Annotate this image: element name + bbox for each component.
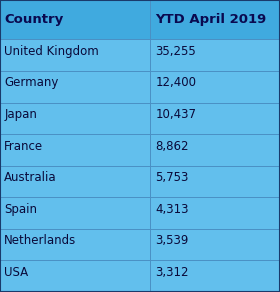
Text: 3,539: 3,539 [155,234,189,247]
Text: Country: Country [4,13,64,26]
Bar [0,197,280,229]
Text: 10,437: 10,437 [155,108,196,121]
Bar [0,260,280,292]
Text: United Kingdom: United Kingdom [4,45,99,58]
Text: YTD April 2019: YTD April 2019 [155,13,267,26]
Text: Spain: Spain [4,203,37,216]
Text: 8,862: 8,862 [155,140,189,153]
Text: France: France [4,140,43,153]
Text: USA: USA [4,266,28,279]
Text: 4,313: 4,313 [155,203,189,216]
Bar [0,102,280,134]
Text: Netherlands: Netherlands [4,234,76,247]
Text: 35,255: 35,255 [155,45,196,58]
Bar [0,39,280,71]
Bar [0,0,280,39]
Text: 3,312: 3,312 [155,266,189,279]
Text: Germany: Germany [4,77,59,89]
Bar [0,134,280,166]
Bar [0,166,280,197]
Text: 5,753: 5,753 [155,171,189,184]
Bar [0,229,280,260]
Text: 12,400: 12,400 [155,77,196,89]
Text: Japan: Japan [4,108,37,121]
Text: Australia: Australia [4,171,57,184]
Bar [0,71,280,102]
